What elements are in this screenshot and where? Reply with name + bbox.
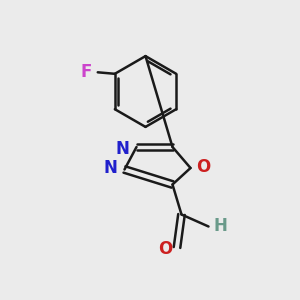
Text: O: O [196,158,211,175]
Text: H: H [214,217,228,235]
Text: F: F [81,63,92,81]
Text: O: O [158,240,172,258]
Text: N: N [103,159,117,177]
Text: N: N [115,140,129,158]
